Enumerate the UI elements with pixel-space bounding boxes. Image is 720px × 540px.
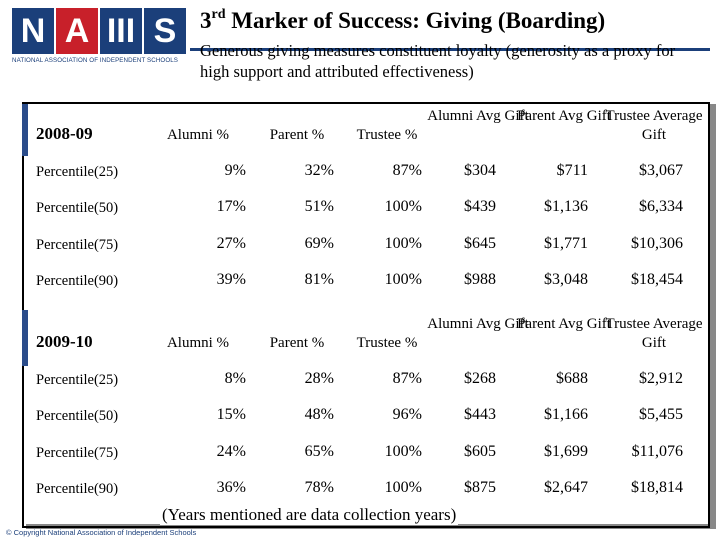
title-superscript: rd xyxy=(211,7,226,22)
table-cell: 100% xyxy=(384,270,422,288)
column-header: Parent Avg Gift xyxy=(517,108,611,124)
logo-subtitle: NATIONAL ASSOCIATION OF INDEPENDENT SCHO… xyxy=(12,57,179,64)
table-shadow-right xyxy=(710,104,716,524)
title-rest: Marker of Success: Giving (Boarding) xyxy=(225,8,606,33)
year-accent-bar xyxy=(22,310,28,366)
table-cell: $3,048 xyxy=(544,270,588,288)
table-cell: $645 xyxy=(464,234,496,252)
table-cell: 27% xyxy=(216,234,246,252)
row-label: Percentile(50) xyxy=(36,408,119,425)
page-subtitle: Generous giving measures constituent loy… xyxy=(200,41,676,81)
column-header: Parent % xyxy=(269,127,325,143)
row-label: Percentile(25) xyxy=(36,164,119,180)
column-header: Trustee Average Gift xyxy=(605,316,703,351)
logo-letter-i: III xyxy=(100,8,142,54)
row-label: Percentile(25) xyxy=(36,372,119,388)
column-header: Parent % xyxy=(269,335,325,351)
table-cell: 100% xyxy=(384,198,422,216)
table-cell: 15% xyxy=(216,406,246,424)
table-cell: $711 xyxy=(556,162,588,179)
table-cell: 100% xyxy=(384,234,422,252)
year-accent-bar xyxy=(22,104,28,156)
table-cell: $688 xyxy=(556,370,588,387)
column-header: Trustee % xyxy=(356,127,418,143)
table-cell: 65% xyxy=(304,442,334,460)
header-rule xyxy=(190,48,710,51)
table-cell: 100% xyxy=(384,442,422,460)
table-cell: 87% xyxy=(392,162,422,179)
table-cell: 87% xyxy=(392,370,422,387)
section-year: 2008-09 xyxy=(36,124,93,143)
logo-letter-a: A xyxy=(56,8,98,54)
table-cell: $2,647 xyxy=(544,478,588,496)
table-cell: $18,454 xyxy=(631,270,683,288)
logo-letter-n: N xyxy=(12,8,54,54)
table-cell: 100% xyxy=(384,478,422,496)
table-cell: $268 xyxy=(464,370,496,387)
column-header: Trustee % xyxy=(356,335,418,351)
column-header: Alumni Avg Gift xyxy=(427,316,529,332)
table-cell: $10,306 xyxy=(631,234,683,252)
row-label: Percentile(75) xyxy=(36,444,119,461)
nais-logo: N A III S NATIONAL ASSOCIATION OF INDEPE… xyxy=(12,8,190,70)
copyright: © Copyright National Association of Inde… xyxy=(6,528,197,537)
table-cell: $304 xyxy=(464,162,496,179)
table-cell: 39% xyxy=(216,270,246,288)
row-label: Percentile(50) xyxy=(36,200,119,217)
table-cell: $875 xyxy=(464,478,496,496)
column-header: Trustee Average Gift xyxy=(605,108,703,143)
row-label: Percentile(75) xyxy=(36,236,119,253)
table-cell: $1,166 xyxy=(544,406,588,424)
table-cell: 96% xyxy=(392,406,422,424)
logo-letter-boxes: N A III S xyxy=(12,8,190,54)
table-cell: $6,334 xyxy=(639,198,683,216)
table-cell: 17% xyxy=(216,198,246,216)
table-cell: $439 xyxy=(464,198,496,216)
row-label: Percentile(90) xyxy=(36,272,119,289)
column-header: Parent Avg Gift xyxy=(517,316,611,332)
table-cell: $443 xyxy=(464,406,496,424)
table-cell: 24% xyxy=(216,442,246,460)
table-cell: $1,771 xyxy=(544,234,588,252)
table-cell: $3,067 xyxy=(639,162,683,179)
table-cell: $18,814 xyxy=(631,478,683,496)
table-cell: 9% xyxy=(224,162,246,179)
table-cell: $1,136 xyxy=(544,198,588,216)
table-cell: $2,912 xyxy=(639,370,683,387)
table-cell: 69% xyxy=(304,234,334,252)
table-cell: 81% xyxy=(304,270,334,288)
table-cell: 48% xyxy=(304,406,334,424)
table-cell: $988 xyxy=(464,270,496,288)
row-label: Percentile(90) xyxy=(36,480,119,497)
table-cell: 51% xyxy=(304,198,334,216)
table-cell: 36% xyxy=(216,478,246,496)
logo-letter-s: S xyxy=(144,8,186,54)
section-year: 2009-10 xyxy=(36,332,93,351)
column-header: Alumni % xyxy=(166,335,230,351)
footnote: (Years mentioned are data collection yea… xyxy=(160,505,459,525)
column-header: Alumni % xyxy=(166,127,230,143)
table-cell: $11,076 xyxy=(631,442,683,460)
column-header: Alumni Avg Gift xyxy=(427,108,529,124)
title-prefix: 3 xyxy=(200,8,212,33)
table-cell: 28% xyxy=(304,370,334,387)
table-cell: $1,699 xyxy=(544,442,588,460)
page-title: 3rd Marker of Success: Giving (Boarding) xyxy=(200,7,606,34)
table-cell: 8% xyxy=(224,370,246,387)
table-cell: $605 xyxy=(464,442,496,460)
table-cell: $5,455 xyxy=(639,406,683,424)
table-cell: 32% xyxy=(304,162,334,179)
table-cell: 78% xyxy=(304,478,334,496)
